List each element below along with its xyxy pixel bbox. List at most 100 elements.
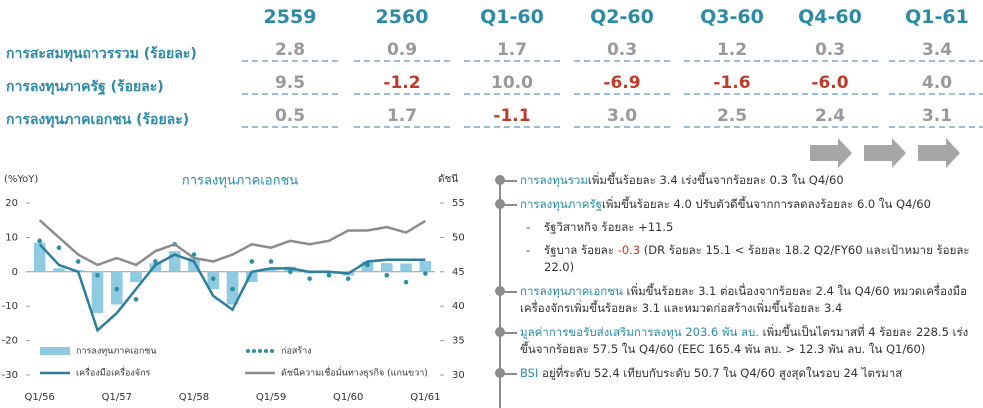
column-header: Q4-60 [798, 6, 862, 28]
cell: 10.0 [464, 73, 560, 95]
sub-bullet-marker: - [526, 220, 531, 234]
sub-bullet: - รัฐวิสาหกิจ ร้อยละ +11.5 [520, 219, 980, 236]
cell: 0.9 [354, 40, 450, 62]
cell: 2.4 [782, 106, 878, 128]
legend-label: ดัชนีความเชื่อมั่นทางธุรกิจ (แกนขวา) [281, 366, 428, 379]
chart: การลงทุนภาคเอกชน (%YoY) ดัชนี -30 -20 -10 0… [2, 173, 465, 403]
y-tick-label: 20 [5, 198, 18, 209]
x-tick-label: Q1/60 [333, 392, 363, 403]
dot [307, 276, 312, 281]
cell: 4.0 [889, 73, 983, 95]
bullet-list: การลงทุนรวมเพิ่มขึ้นร้อยละ 3.4 เร่งขึ้นจ… [495, 172, 980, 389]
bullet: BSI อยู่ที่ระดับ 52.4 เทียบกับระดับ 50.7… [495, 365, 980, 382]
legend-label: ก่อสร้าง [281, 346, 312, 357]
text-run: เพิ่มขึ้นร้อยละ 3.1 ต่อเนื่องจากร้อยละ 2… [520, 284, 968, 315]
column-header: 2559 [263, 6, 317, 28]
text-run: การลงทุนภาคเอกชน [520, 284, 623, 298]
dot [230, 286, 235, 292]
y2-tick-label: 30 [452, 370, 465, 381]
text-run: รัฐบาล ร้อยละ [544, 243, 618, 257]
bar [149, 263, 162, 272]
y2-tick-label: 35 [452, 336, 465, 347]
bar [400, 263, 412, 272]
legend-label: การลงทุนภาคเอกชน [76, 347, 157, 357]
chart-title: การลงทุนภาคเอกชน [182, 174, 298, 189]
y2-tick-label: 40 [452, 301, 465, 312]
cell: 1.7 [354, 106, 450, 128]
dot [95, 272, 100, 278]
x-tick-label: Q1/58 [179, 392, 209, 403]
legend-swatch [40, 347, 70, 355]
text-run: การลงทุนรวม [520, 173, 588, 187]
bullet: การลงทุนภาครัฐเพิ่มขึ้นร้อยละ 4.0 ปรับตั… [495, 196, 980, 276]
bar [419, 261, 432, 272]
bullet-text: การลงทุนภาครัฐเพิ่มขึ้นร้อยละ 4.0 ปรับตั… [520, 196, 980, 213]
dot [56, 245, 62, 251]
dot [423, 271, 428, 276]
text-run: รัฐวิสาหกิจ ร้อยละ +11.5 [544, 220, 674, 234]
bullet-dot [495, 175, 505, 185]
row-label: การสะสมทุนถาวรรวม (ร้อยละ) [6, 46, 197, 62]
cell: -1.6 [684, 73, 780, 95]
cell: 0.3 [574, 40, 670, 62]
column-header: Q1-61 [905, 6, 969, 28]
dot [403, 279, 409, 285]
cell: 1.7 [464, 40, 560, 62]
legend-swatch [264, 349, 268, 353]
column-header: 2560 [375, 6, 429, 28]
bullet-tick [503, 180, 517, 182]
dot [75, 259, 81, 264]
legend-swatch [258, 349, 262, 353]
sub-bullet: - รัฐบาล ร้อยละ -0.3 (DR ร้อยละ 15.1 < ร้… [520, 242, 980, 276]
text-run: อยู่ที่ระดับ 52.4 เทียบกับระดับ 50.7 ใน … [538, 366, 903, 380]
legend-swatch [252, 349, 256, 353]
cell: 3.0 [574, 106, 670, 128]
cell: 0.3 [782, 40, 878, 62]
y-tick-label: 10 [5, 232, 18, 243]
dot [37, 238, 42, 244]
y-axis-label: (%YoY) [4, 174, 38, 185]
sub-bullet-marker: - [526, 243, 531, 257]
bullet-text: การลงทุนภาคเอกชน เพิ่มขึ้นร้อยละ 3.1 ต่อ… [520, 283, 980, 317]
text-run: -0.3 [617, 243, 641, 257]
dot [133, 297, 139, 302]
arrow [810, 138, 852, 168]
cell: 0.5 [242, 106, 338, 128]
dot [326, 272, 332, 278]
text-run: BSI [520, 366, 539, 380]
bullet: การลงทุนภาคเอกชน เพิ่มขึ้นร้อยละ 3.1 ต่อ… [495, 283, 980, 317]
y2-tick-label: 55 [452, 198, 465, 209]
text-run: มูลค่าการขอรับส่งเสริมการลงทุน 203.6 พัน… [520, 325, 759, 339]
bullet-tick [503, 373, 517, 375]
y-tick-label: -20 [2, 336, 18, 347]
bullet: มูลค่าการขอรับส่งเสริมการลงทุน 203.6 พัน… [495, 324, 980, 358]
x-tick-label: Q1/56 [24, 392, 54, 403]
bar [381, 263, 393, 272]
y2-axis-label: ดัชนี [438, 173, 458, 185]
cell: -1.2 [354, 73, 450, 95]
bullet-dot [495, 368, 505, 378]
arrow [918, 138, 960, 168]
bullet-dot [495, 327, 505, 337]
bullet-dot [495, 199, 505, 209]
bar [265, 268, 277, 272]
y2-tick-label: 50 [452, 232, 465, 243]
row-label: การลงทุนภาครัฐ (ร้อยละ) [6, 79, 164, 95]
x-tick-label: Q1/61 [410, 392, 440, 403]
y-tick-label: -30 [2, 370, 18, 381]
dot [288, 269, 293, 275]
legend-swatch [246, 349, 250, 353]
y-tick-label: 0 [12, 267, 18, 278]
cell: 2.8 [242, 40, 338, 62]
legend-swatch [270, 349, 274, 353]
y2-tick-label: 45 [452, 267, 465, 278]
x-tick-label: Q1/57 [102, 392, 132, 403]
cell: -1.1 [464, 106, 560, 128]
column-header: Q1-60 [480, 6, 544, 28]
dot [345, 276, 351, 281]
legend-label: เครื่องมือเครื่องจักร [76, 366, 151, 379]
column-header: Q3-60 [700, 6, 764, 28]
line [38, 219, 427, 267]
cell: 9.5 [242, 73, 338, 95]
text-run: เพิ่มขึ้นเป็นไตรมาสที่ 4 ร้อยละ 228.5 เร… [520, 325, 969, 356]
